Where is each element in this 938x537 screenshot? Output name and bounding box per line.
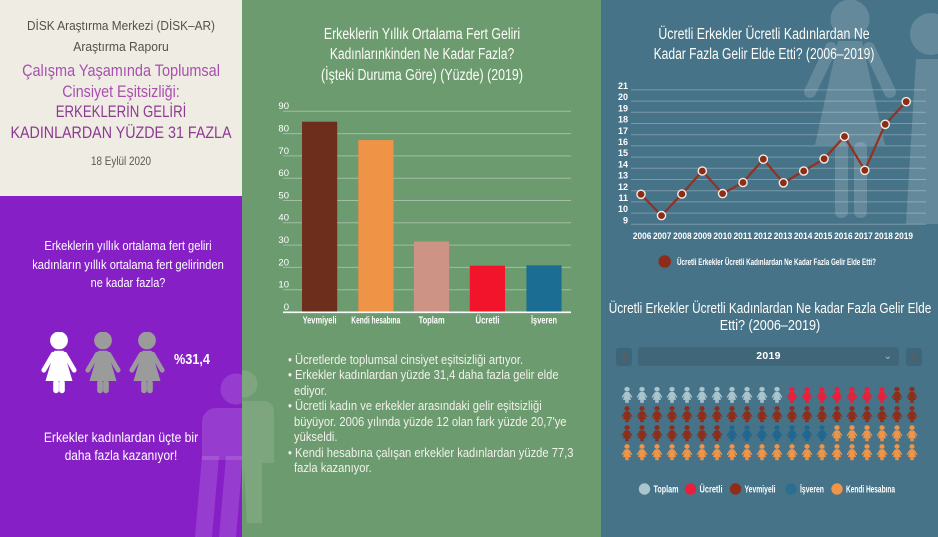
- svg-text:Toplam: Toplam: [654, 485, 679, 496]
- svg-text:20: 20: [618, 92, 628, 102]
- svg-text:18: 18: [618, 115, 628, 125]
- svg-text:70: 70: [278, 146, 289, 157]
- svg-text:2011: 2011: [733, 231, 752, 241]
- svg-text:19: 19: [618, 103, 628, 113]
- svg-text:60: 60: [278, 168, 289, 179]
- svg-text:2006: 2006: [633, 231, 652, 241]
- svg-text:11: 11: [618, 193, 628, 203]
- svg-text:Ücretli: Ücretli: [476, 314, 500, 327]
- svg-text:2015: 2015: [814, 231, 833, 241]
- svg-text:80: 80: [278, 124, 289, 135]
- svg-text:İşveren: İşveren: [531, 314, 557, 327]
- svg-text:10: 10: [618, 204, 628, 214]
- svg-text:10: 10: [278, 280, 289, 291]
- svg-text:Kendi hesabına: Kendi hesabına: [351, 315, 400, 327]
- svg-text:21: 21: [618, 81, 628, 91]
- svg-text:Ücretli Erkekler Ücretli Kadın: Ücretli Erkekler Ücretli Kadınlardan Ne …: [677, 257, 876, 268]
- svg-text:40: 40: [278, 213, 289, 224]
- svg-text:2018: 2018: [874, 231, 893, 241]
- svg-text:0: 0: [284, 302, 289, 313]
- svg-text:2014: 2014: [794, 231, 813, 241]
- svg-text:Ücretli: Ücretli: [700, 483, 723, 496]
- svg-text:2010: 2010: [713, 231, 732, 241]
- svg-text:2013: 2013: [774, 231, 793, 241]
- svg-text:%31,4: %31,4: [174, 352, 210, 368]
- svg-text:16: 16: [618, 137, 628, 147]
- svg-text:2007: 2007: [653, 231, 672, 241]
- svg-text:Yevmiyeli: Yevmiyeli: [745, 485, 776, 496]
- svg-text:14: 14: [618, 159, 628, 169]
- svg-text:90: 90: [278, 101, 289, 112]
- svg-text:Yevmiyeli: Yevmiyeli: [303, 315, 337, 327]
- svg-text:12: 12: [618, 182, 628, 192]
- svg-text:2008: 2008: [673, 231, 692, 241]
- svg-text:9: 9: [623, 215, 628, 225]
- svg-text:17: 17: [618, 126, 628, 136]
- svg-text:2012: 2012: [754, 231, 773, 241]
- svg-text:13: 13: [618, 171, 628, 181]
- svg-text:20: 20: [278, 257, 289, 268]
- svg-text:50: 50: [278, 190, 289, 201]
- svg-text:2016: 2016: [834, 231, 853, 241]
- svg-text:Kendi Hesabına: Kendi Hesabına: [846, 485, 895, 496]
- svg-text:2019: 2019: [895, 231, 914, 241]
- svg-text:Toplam: Toplam: [419, 315, 445, 327]
- svg-text:2009: 2009: [693, 231, 712, 241]
- svg-text:30: 30: [278, 235, 289, 246]
- svg-text:2017: 2017: [854, 231, 873, 241]
- svg-text:15: 15: [618, 148, 628, 158]
- svg-text:İşveren: İşveren: [800, 483, 824, 496]
